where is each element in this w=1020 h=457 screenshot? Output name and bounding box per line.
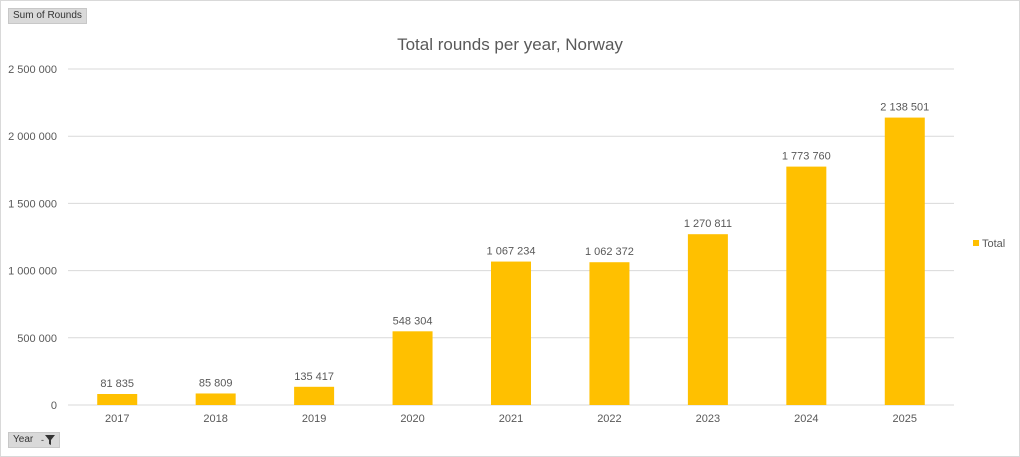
y-tick-label: 2 500 000 xyxy=(8,64,57,76)
x-axis: 2017 2018 2019 2020 2021 2022 2023 2024 2025 xyxy=(105,413,917,425)
data-label: 1 062 372 xyxy=(585,246,634,258)
data-label: 135 417 xyxy=(294,371,334,383)
data-label: 2 138 501 xyxy=(880,102,929,114)
data-labels: 81 835 85 809 135 417 548 304 1 067 234 1 062… xyxy=(100,102,929,390)
legend-swatch xyxy=(973,240,979,246)
bar xyxy=(294,386,335,405)
year-field-button[interactable]: Year - xyxy=(8,432,60,448)
dropdown-arrow-glyph: - xyxy=(41,435,44,445)
x-tick-label: 2022 xyxy=(597,413,621,425)
y-tick-label: 2 000 000 xyxy=(8,131,57,143)
sum-of-rounds-field-button[interactable]: Sum of Rounds xyxy=(8,8,87,24)
data-label: 81 835 xyxy=(100,378,134,390)
bar xyxy=(589,262,630,405)
sum-of-rounds-label: Sum of Rounds xyxy=(13,10,82,21)
bar xyxy=(786,166,827,405)
y-axis: 0 500 000 1 000 000 1 500 000 2 000 000 2 500… xyxy=(8,64,57,412)
y-tick-label: 0 xyxy=(51,400,57,412)
data-label: 1 773 760 xyxy=(782,151,831,163)
bar xyxy=(195,393,236,405)
x-tick-label: 2019 xyxy=(302,413,326,425)
bars xyxy=(97,117,925,406)
y-tick-label: 1 000 000 xyxy=(8,266,57,278)
x-tick-label: 2025 xyxy=(893,413,917,425)
bar xyxy=(491,261,531,405)
legend-label: Total xyxy=(982,238,1005,250)
x-tick-label: 2020 xyxy=(400,413,424,425)
x-tick-label: 2024 xyxy=(794,413,818,425)
data-label: 548 304 xyxy=(393,315,433,327)
filter-icon[interactable] xyxy=(44,434,56,446)
data-label: 1 067 234 xyxy=(487,246,536,258)
bar xyxy=(884,117,925,406)
x-tick-label: 2017 xyxy=(105,413,129,425)
bar xyxy=(97,394,138,405)
legend: Total xyxy=(973,238,1005,250)
y-tick-label: 1 500 000 xyxy=(8,198,57,210)
x-tick-label: 2021 xyxy=(499,413,523,425)
data-label: 85 809 xyxy=(199,377,233,389)
chart-title: Total rounds per year, Norway xyxy=(397,35,623,54)
x-tick-label: 2023 xyxy=(696,413,720,425)
data-label: 1 270 811 xyxy=(684,218,732,230)
x-tick-label: 2018 xyxy=(203,413,227,425)
year-label: Year xyxy=(13,434,34,445)
bar xyxy=(687,234,728,405)
y-tick-label: 500 000 xyxy=(17,333,57,345)
bar xyxy=(392,331,433,405)
